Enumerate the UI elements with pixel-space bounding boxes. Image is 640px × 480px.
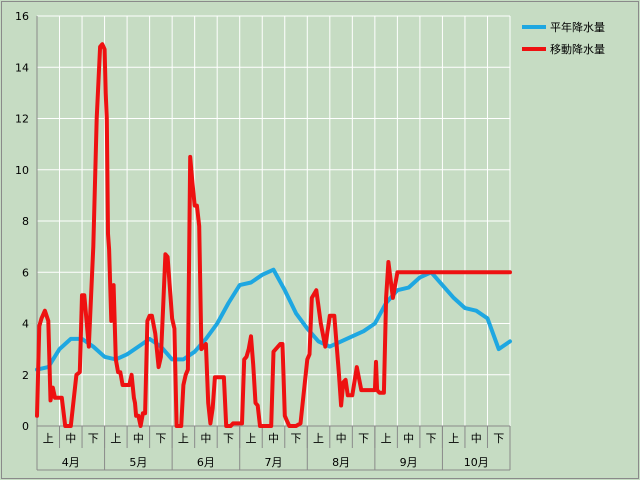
x-month-label: 6月 [197,456,215,469]
x-sub-period-label: 中 [65,432,76,445]
series-lines [35,42,512,428]
y-tick-label: 4 [22,318,29,331]
x-month-label: 9月 [400,456,418,469]
x-sub-period-label: 下 [291,432,302,445]
x-sub-period-label: 下 [223,432,234,445]
y-tick-label: 14 [15,61,29,74]
x-axis: 上中下上中下上中下上中下上中下上中下上中下4月 5月 6月 7月 8月 9月 10月 [36,425,511,471]
series-line-ido [35,42,512,428]
y-tick-label: 10 [15,164,29,177]
y-tick-label: 12 [15,113,29,126]
x-sub-period-label: 中 [336,432,347,445]
x-sub-period-label: 上 [245,432,256,445]
x-month-label: 8月 [332,456,350,469]
legend-label-heikin: 平年降水量 [550,20,605,34]
x-sub-period-label: 下 [493,432,504,445]
x-sub-period-label: 上 [448,432,459,445]
x-sub-period-label: 中 [133,432,144,445]
x-sub-period-label: 下 [358,432,369,445]
x-sub-period-label: 上 [178,432,189,445]
x-sub-period-label: 中 [471,432,482,445]
y-tick-label: 16 [15,10,29,23]
y-tick-label: 6 [22,266,29,279]
x-sub-period-label: 中 [200,432,211,445]
x-month-label: 10月 [464,456,489,469]
x-sub-period-label: 上 [110,432,121,445]
x-sub-period-label: 上 [313,432,324,445]
x-sub-period-label: 中 [268,432,279,445]
x-sub-period-label: 上 [381,432,392,445]
x-sub-period-label: 下 [426,432,437,445]
y-tick-label: 2 [22,369,29,382]
legend-label-ido: 移動降水量 [550,42,605,56]
x-sub-period-label: 下 [88,432,99,445]
x-sub-period-label: 中 [403,432,414,445]
y-tick-label: 0 [22,420,29,433]
y-tick-label: 8 [22,215,29,228]
x-sub-period-label: 下 [155,432,166,445]
x-sub-period-label: 上 [43,432,54,445]
x-month-label: 4月 [62,456,80,469]
y-axis-ticks: 0 2 4 6 8 10 12 14 16 [15,10,38,433]
x-month-label: 5月 [129,456,147,469]
x-month-label: 7月 [265,456,283,469]
